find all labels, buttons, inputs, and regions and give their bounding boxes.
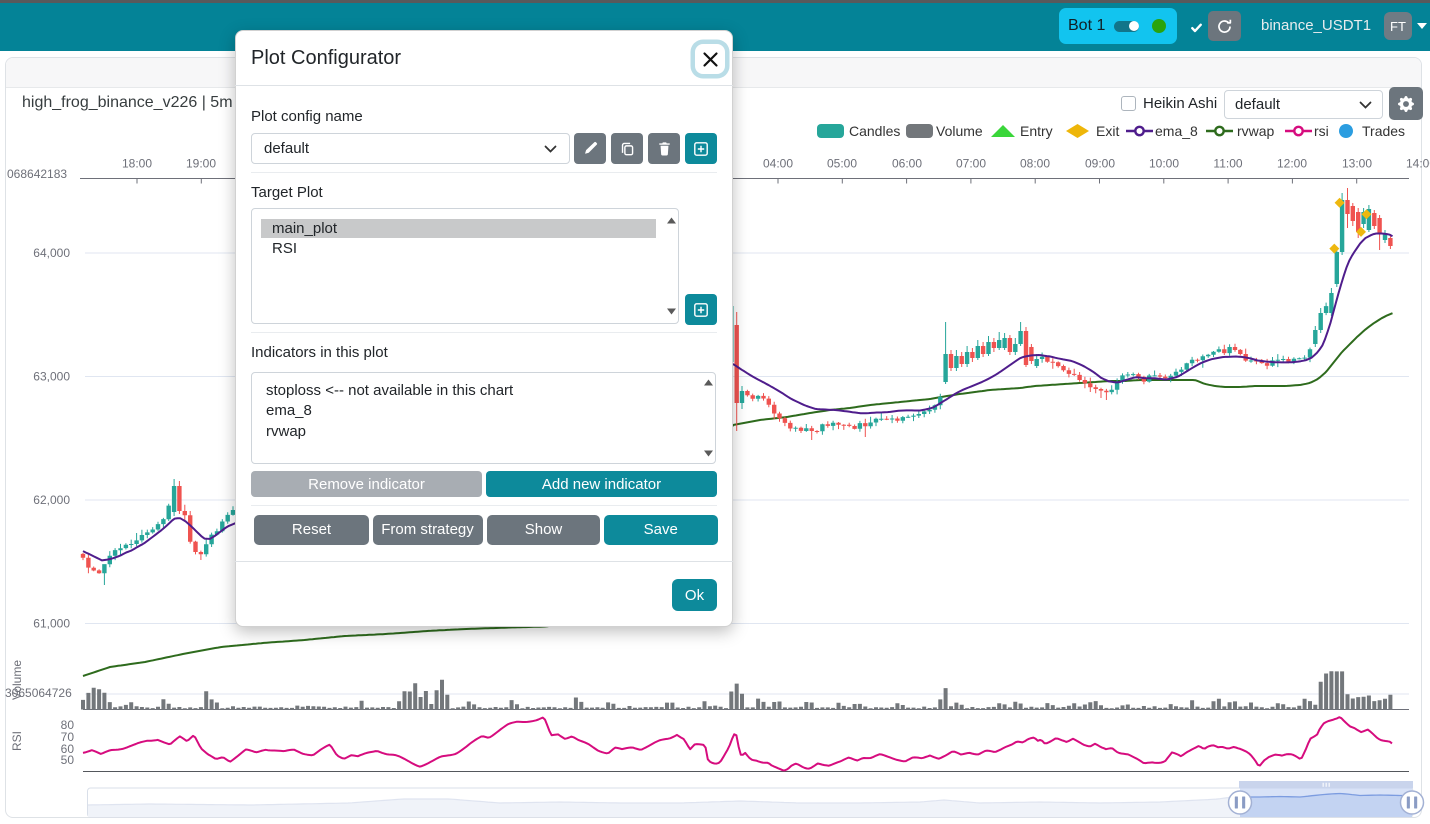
svg-text:19:00: 19:00 bbox=[186, 157, 216, 171]
svg-text:12:00: 12:00 bbox=[1277, 157, 1307, 171]
svg-text:Volume: Volume bbox=[10, 660, 24, 700]
svg-text:3065064726: 3065064726 bbox=[5, 686, 72, 700]
svg-text:08:00: 08:00 bbox=[1020, 157, 1050, 171]
svg-text:10:00: 10:00 bbox=[1149, 157, 1179, 171]
svg-text:RSI: RSI bbox=[10, 731, 24, 751]
svg-text:61,000: 61,000 bbox=[33, 617, 70, 631]
svg-text:50: 50 bbox=[61, 753, 75, 767]
svg-text:80: 80 bbox=[61, 718, 75, 732]
svg-text:62,000: 62,000 bbox=[33, 493, 70, 507]
svg-text:11:00: 11:00 bbox=[1213, 157, 1242, 171]
svg-text:63,000: 63,000 bbox=[33, 370, 70, 384]
svg-text:07:00: 07:00 bbox=[956, 157, 986, 171]
svg-text:64,000: 64,000 bbox=[33, 246, 70, 260]
svg-text:068642183: 068642183 bbox=[7, 167, 67, 181]
svg-text:05:00: 05:00 bbox=[827, 157, 857, 171]
svg-text:60: 60 bbox=[61, 742, 75, 756]
svg-text:09:00: 09:00 bbox=[1085, 157, 1115, 171]
svg-text:70: 70 bbox=[61, 730, 75, 744]
svg-text:14:00: 14:00 bbox=[1406, 157, 1430, 171]
svg-text:04:00: 04:00 bbox=[763, 157, 793, 171]
svg-text:13:00: 13:00 bbox=[1342, 157, 1372, 171]
svg-text:18:00: 18:00 bbox=[122, 157, 152, 171]
svg-text:06:00: 06:00 bbox=[892, 157, 922, 171]
